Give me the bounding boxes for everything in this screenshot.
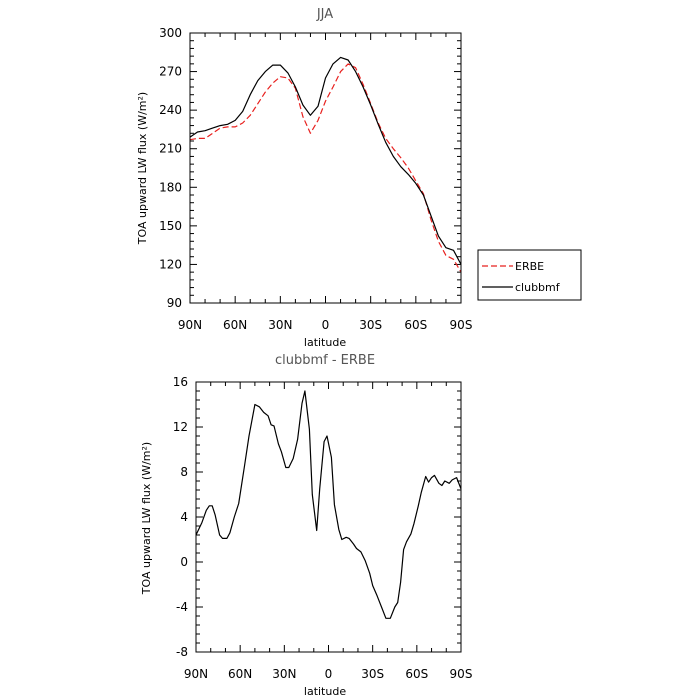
top-xtick-label: 0 bbox=[322, 318, 330, 332]
top-chart: JJA latitude TOA upward LW flux (W/m²) 9… bbox=[136, 7, 472, 349]
top-ytick-label: 150 bbox=[159, 219, 182, 233]
legend-label-erbe: ERBE bbox=[515, 260, 544, 273]
bottom-series-line bbox=[195, 390, 462, 619]
bottom-chart-ylabel: TOA upward LW flux (W/m²) bbox=[140, 442, 153, 595]
top-ytick-label: 240 bbox=[159, 103, 182, 117]
top-series-erbe bbox=[189, 63, 462, 273]
bottom-ytick-label: -8 bbox=[176, 645, 188, 659]
bottom-chart-xlabel: latitude bbox=[304, 685, 346, 698]
legend-box bbox=[477, 249, 582, 301]
bottom-xtick-label: 90N bbox=[184, 667, 208, 681]
top-xtick-label: 30N bbox=[268, 318, 292, 332]
top-chart-lines bbox=[189, 56, 462, 273]
top-chart-ylabel: TOA upward LW flux (W/m²) bbox=[136, 92, 149, 245]
legend-label-clubbmf: clubbmf bbox=[515, 281, 561, 294]
bottom-xtick-label: 90S bbox=[450, 667, 473, 681]
bottom-ytick-label: 16 bbox=[173, 375, 188, 389]
bottom-ytick-label: 0 bbox=[180, 555, 188, 569]
bottom-chart-lines bbox=[195, 390, 462, 619]
top-ytick-label: 180 bbox=[159, 180, 182, 194]
bottom-ytick-label: 12 bbox=[173, 420, 188, 434]
top-xtick-label: 90S bbox=[450, 318, 473, 332]
top-ytick-label: 300 bbox=[159, 26, 182, 40]
bottom-xtick-label: 30S bbox=[361, 667, 384, 681]
top-xtick-label: 90N bbox=[178, 318, 202, 332]
bottom-ytick-label: 8 bbox=[180, 465, 188, 479]
bottom-chart-ticks: -8 -4 0 4 8 12 16 90N 60N 30N 0 30S 60S 90S bbox=[173, 375, 473, 681]
bottom-chart-title: clubbmf - ERBE bbox=[275, 353, 375, 368]
bottom-chart-frame bbox=[195, 381, 462, 653]
top-chart-ticks: 90 120 150 180 210 240 270 300 90N 60N 30N 0 30S 60S 9… bbox=[159, 26, 472, 332]
bottom-chart: clubbmf - ERBE latitude TOA upward LW fl… bbox=[140, 353, 472, 698]
bottom-ytick-label: -4 bbox=[176, 600, 188, 614]
top-chart-frame bbox=[189, 32, 462, 304]
top-chart-title: JJA bbox=[316, 7, 333, 22]
top-xtick-label: 30S bbox=[359, 318, 382, 332]
top-xtick-label: 60S bbox=[404, 318, 427, 332]
bottom-xtick-label: 60N bbox=[228, 667, 252, 681]
legend: ERBE clubbmf bbox=[477, 249, 582, 301]
top-chart-xlabel: latitude bbox=[304, 336, 346, 349]
bottom-xtick-label: 0 bbox=[325, 667, 333, 681]
top-ytick-label: 210 bbox=[159, 142, 182, 156]
top-ytick-label: 90 bbox=[167, 296, 182, 310]
top-xtick-label: 60N bbox=[223, 318, 247, 332]
top-ytick-label: 270 bbox=[159, 65, 182, 79]
bottom-xtick-label: 60S bbox=[405, 667, 428, 681]
top-ytick-label: 120 bbox=[159, 257, 182, 271]
bottom-xtick-label: 30N bbox=[272, 667, 296, 681]
bottom-ytick-label: 4 bbox=[180, 510, 188, 524]
top-series-clubbmf bbox=[189, 56, 462, 265]
